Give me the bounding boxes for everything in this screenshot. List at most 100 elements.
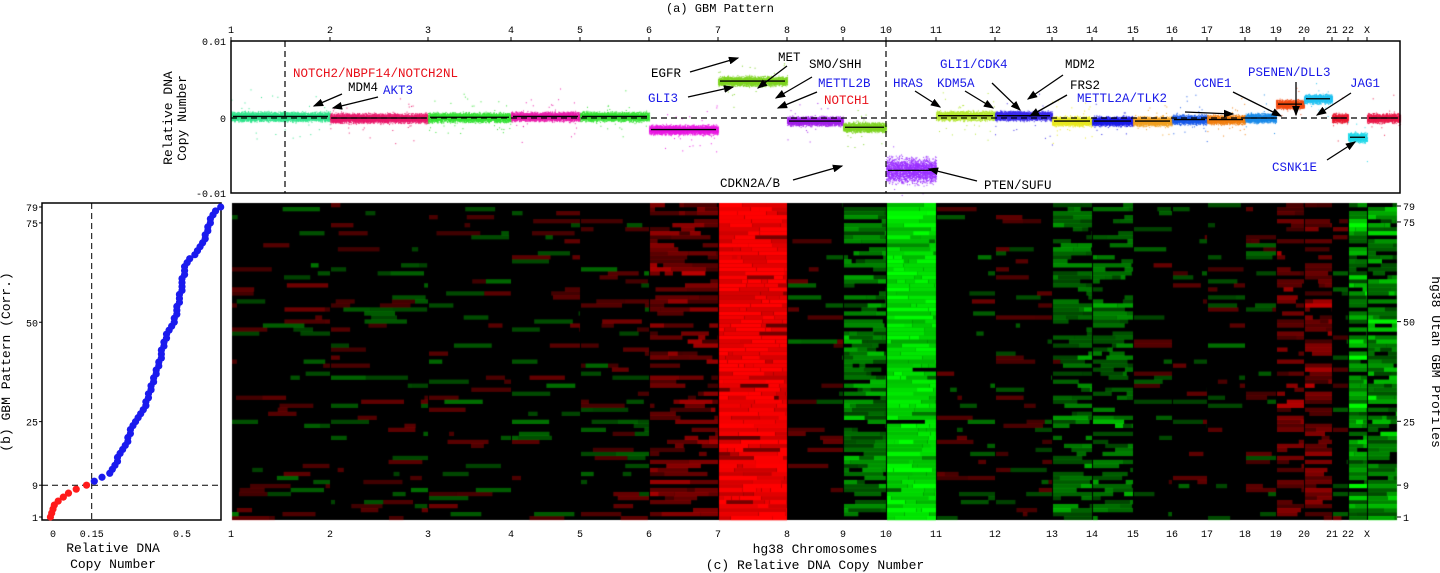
panel-b-xtick: 0.15: [80, 530, 104, 541]
chromosome-tick-bottom: 22: [1342, 530, 1354, 541]
gene-annotation-label: PSENEN/DLL3: [1248, 66, 1331, 80]
chromosome-tick-top: 14: [1086, 26, 1098, 37]
gene-annotation-label: SMO/SHH: [809, 58, 862, 72]
chromosome-tick-bottom: 1: [228, 530, 234, 541]
chromosome-tick-top: 18: [1239, 26, 1251, 37]
panel-b-ytick: 50: [26, 319, 38, 330]
chromosome-tick-top: 5: [577, 26, 583, 37]
panel-a-ytick-top: 0.01: [202, 38, 226, 49]
heatmap-row-tick: 79: [1403, 203, 1415, 214]
chromosome-tick-bottom: 6: [646, 530, 652, 541]
chromosome-tick-top: 6: [646, 26, 652, 37]
panel-b-ylabel: (b) GBM Pattern (Corr.): [0, 272, 14, 451]
rank-point: [217, 203, 225, 211]
rank-point: [186, 255, 194, 263]
rank-point: [211, 207, 220, 215]
gene-annotation-label: NOTCH1: [824, 94, 869, 108]
rank-point: [54, 497, 62, 505]
panel-b-ytick: 25: [26, 419, 38, 430]
panel-b-xtick: 0.5: [173, 530, 191, 541]
panel-a-ylabel-2: Copy Number: [175, 75, 190, 161]
chromosome-tick-bottom: 19: [1270, 530, 1282, 541]
chromosome-tick-bottom: 17: [1201, 530, 1213, 541]
heatmap-row-tick: 25: [1403, 418, 1415, 429]
rank-point: [98, 473, 106, 481]
gene-annotation-label: GLI3: [648, 92, 678, 106]
panel-a-ytick-zero: 0: [220, 115, 226, 126]
gene-annotation-arrow: [914, 90, 942, 108]
gene-annotation-arrow: [756, 65, 788, 89]
gene-annotation-arrow: [1028, 94, 1068, 117]
chromosome-tick-bottom: 12: [989, 530, 1001, 541]
chromosome-tick-top: 3: [425, 26, 431, 37]
chromosome-tick-top: 4: [508, 26, 514, 37]
chromosome-tick-top: 13: [1046, 26, 1058, 37]
gene-annotation-arrow: [927, 167, 978, 182]
gene-annotation-label: MDM2: [1065, 58, 1095, 72]
panel-a-frame: [230, 40, 1401, 194]
panel-c-title: (c) Relative DNA Copy Number: [706, 558, 924, 573]
gene-annotation-arrow: [1326, 141, 1357, 161]
gene-annotation-arrow: [776, 91, 818, 109]
chromosome-tick-bottom: 7: [715, 530, 721, 541]
heatmap-row-tick: 1: [1403, 514, 1409, 525]
chromosome-tick-bottom: 8: [784, 530, 790, 541]
gene-annotation-label: FRS2: [1070, 79, 1100, 93]
gene-annotation-arrow: [331, 96, 379, 110]
panel-b-xlabel-2: Copy Number: [70, 557, 156, 572]
panel-a-ytick-bottom: -0.01: [196, 190, 226, 201]
gene-annotation-arrow: [774, 76, 813, 99]
chromosome-tick-bottom: 20: [1298, 530, 1310, 541]
chromosome-tick-bottom: 15: [1127, 530, 1139, 541]
rank-point: [59, 493, 67, 501]
chromosome-tick-bottom: 2: [327, 530, 333, 541]
panel-b-xlabel-1: Relative DNA: [66, 541, 160, 556]
panel-b-ytick: 79: [26, 204, 38, 215]
gene-annotation-label: METTL2B: [818, 77, 871, 91]
gene-annotation-label: HRAS: [893, 77, 923, 91]
chromosome-tick-top: 8: [784, 26, 790, 37]
gene-annotation-arrow: [312, 93, 343, 107]
rank-point: [64, 489, 73, 497]
chromosome-tick-bottom: 9: [840, 530, 846, 541]
gene-annotation-arrow: [1315, 92, 1352, 116]
chromosome-tick-bottom: 3: [425, 530, 431, 541]
gene-annotation-arrow: [792, 164, 844, 181]
chromosome-tick-top: 7: [715, 26, 721, 37]
gene-annotation-label: GLI1/CDK4: [940, 58, 1008, 72]
panel-a-title: (a) GBM Pattern: [666, 2, 774, 16]
chromosome-tick-bottom: 4: [508, 530, 514, 541]
gene-annotation-label: CDKN2A/B: [720, 177, 781, 191]
rank-point: [72, 485, 80, 493]
gene-annotation-label: MDM4: [348, 81, 378, 95]
chromosome-tick-bottom: 18: [1239, 530, 1251, 541]
gene-annotation-label: CCNE1: [1194, 77, 1232, 91]
rank-point: [82, 481, 91, 489]
chromosome-tick-bottom: 14: [1086, 530, 1098, 541]
panel-b-xtick: 0: [50, 530, 56, 541]
gene-annotation-label: CSNK1E: [1272, 161, 1317, 175]
chromosome-tick-top: 11: [930, 26, 942, 37]
rank-point: [90, 477, 98, 485]
gene-annotation-arrow: [1232, 91, 1283, 117]
gene-annotation-label: PTEN/SUFU: [984, 179, 1052, 193]
chromosome-tick-bottom: 13: [1046, 530, 1058, 541]
gene-annotation-arrow: [1026, 74, 1064, 100]
chromosome-tick-top: X: [1364, 26, 1370, 37]
gene-annotation-label: KDM5A: [937, 77, 975, 91]
chromosome-tick-bottom: 10: [880, 530, 892, 541]
panel-a-ylabel-1: Relative DNA: [161, 71, 176, 165]
chromosome-tick-bottom: X: [1364, 530, 1370, 541]
chromosome-tick-top: 10: [880, 26, 892, 37]
chromosome-tick-top: 15: [1127, 26, 1139, 37]
chromosome-tick-top: 20: [1298, 26, 1310, 37]
chromosome-tick-top: 17: [1201, 26, 1213, 37]
gene-annotation-arrow: [1184, 109, 1235, 118]
gene-annotation-label: METTL2A/TLK2: [1077, 92, 1167, 106]
chromosome-tick-top: 1: [228, 26, 234, 37]
chromosome-tick-top: 16: [1166, 26, 1178, 37]
gene-annotation-arrow: [687, 85, 735, 98]
